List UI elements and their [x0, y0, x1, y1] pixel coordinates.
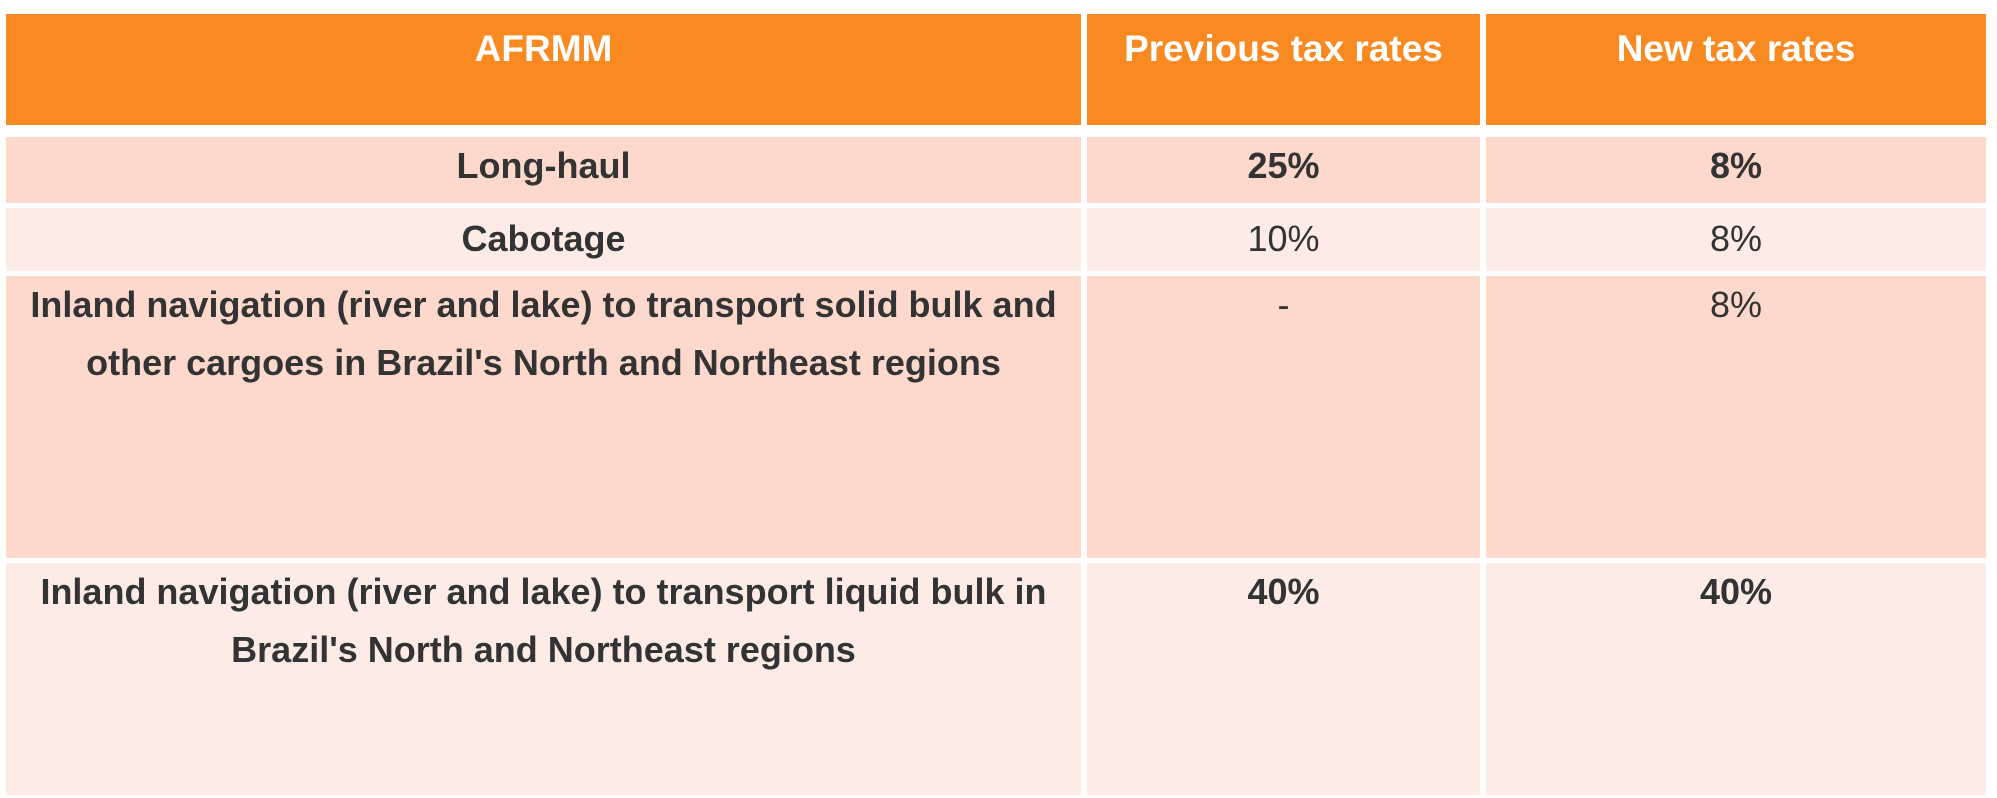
row-inland-solid-new: 8% [1486, 276, 1986, 558]
row-inland-liquid-category: Inland navigation (river and lake) to tr… [6, 563, 1081, 795]
row-cabotage-previous: 10% [1087, 208, 1480, 271]
header-new-tax-rates: New tax rates [1486, 14, 1986, 125]
header-previous-tax-rates: Previous tax rates [1087, 14, 1480, 125]
row-inland-solid-previous: - [1087, 276, 1480, 558]
row-long-haul-category: Long-haul [6, 137, 1081, 203]
row-inland-solid-category: Inland navigation (river and lake) to tr… [6, 276, 1081, 558]
row-cabotage-new: 8% [1486, 208, 1986, 271]
row-inland-liquid-previous: 40% [1087, 563, 1480, 795]
row-cabotage-category: Cabotage [6, 208, 1081, 271]
tax-rates-table: AFRMM Previous tax rates New tax rates L… [6, 14, 1986, 795]
row-long-haul-previous: 25% [1087, 137, 1480, 203]
header-afrmm: AFRMM [6, 14, 1081, 125]
row-inland-liquid-new: 40% [1486, 563, 1986, 795]
row-long-haul-new: 8% [1486, 137, 1986, 203]
